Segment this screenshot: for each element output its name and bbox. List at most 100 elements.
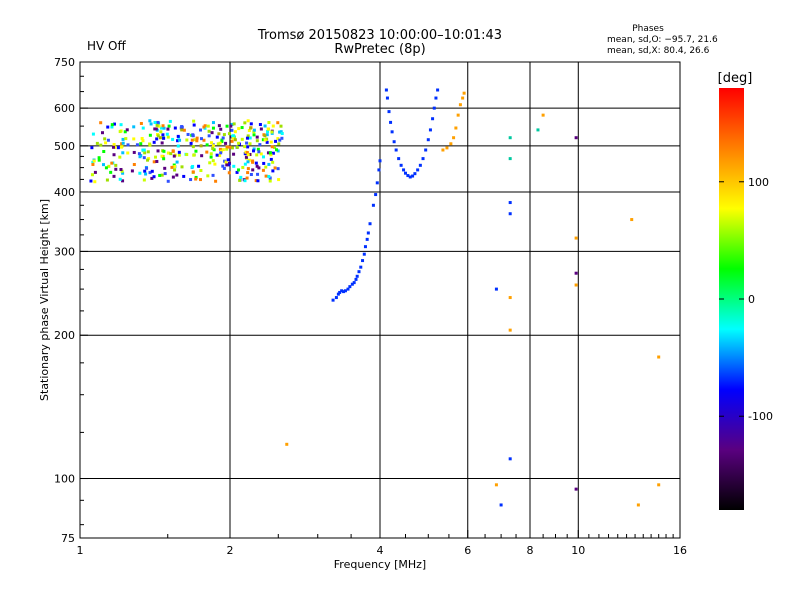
data-point: [245, 151, 249, 155]
data-point: [173, 126, 177, 130]
data-point: [123, 130, 127, 134]
y-tick-label: 750: [54, 56, 75, 69]
data-point: [269, 140, 273, 144]
data-point: [97, 158, 101, 162]
data-point: [180, 128, 184, 132]
data-point: [418, 163, 422, 167]
data-point: [359, 265, 363, 269]
data-point: [224, 160, 228, 164]
data-point: [232, 164, 236, 168]
data-point: [366, 231, 370, 235]
data-point: [215, 153, 219, 157]
data-point: [403, 171, 407, 175]
data-point: [162, 149, 166, 153]
data-point: [252, 147, 256, 151]
data-point: [149, 122, 153, 126]
data-point: [194, 177, 198, 181]
y-tick-label: 200: [54, 329, 75, 342]
data-point: [259, 127, 263, 131]
data-point: [111, 145, 115, 149]
data-point: [185, 153, 189, 157]
data-point: [365, 237, 369, 241]
x-tick-label: 10: [571, 544, 585, 557]
data-point: [199, 144, 203, 148]
data-point: [166, 179, 170, 183]
data-point: [267, 162, 271, 166]
data-point: [270, 145, 274, 149]
data-point: [452, 136, 456, 140]
data-point: [146, 158, 150, 162]
data-point: [237, 168, 241, 172]
data-point: [461, 96, 465, 100]
data-point: [248, 142, 252, 146]
data-point: [251, 160, 255, 164]
data-point: [189, 141, 193, 145]
data-point: [385, 96, 389, 100]
data-point: [219, 127, 223, 131]
data-point: [350, 282, 354, 286]
data-point: [346, 287, 350, 291]
data-point: [141, 126, 145, 130]
data-point: [230, 146, 234, 150]
data-point: [202, 138, 206, 142]
data-point: [207, 134, 211, 138]
data-point: [276, 137, 280, 141]
title-line2: RwPretec (8p): [334, 42, 425, 57]
data-point: [192, 123, 196, 127]
data-point: [126, 143, 130, 147]
data-point: [462, 91, 466, 95]
data-point: [166, 127, 170, 131]
data-point: [148, 119, 152, 123]
data-point: [107, 164, 111, 168]
data-point: [112, 143, 116, 147]
data-point: [227, 163, 231, 167]
data-point: [411, 174, 415, 178]
data-point: [280, 131, 284, 135]
data-point: [110, 161, 114, 165]
data-point: [191, 164, 195, 168]
data-point: [214, 179, 218, 183]
data-point: [331, 298, 335, 302]
data-point: [657, 355, 661, 359]
data-point: [147, 157, 151, 161]
data-point: [206, 124, 210, 128]
data-point: [148, 171, 152, 175]
data-point: [428, 128, 432, 132]
data-point: [243, 145, 247, 149]
data-point: [246, 119, 250, 123]
data-point: [146, 150, 150, 154]
data-point: [173, 165, 177, 169]
colorbar-tick-label: 0: [748, 293, 755, 306]
data-point: [363, 245, 367, 249]
data-point: [206, 174, 210, 178]
data-point: [168, 119, 172, 123]
data-point: [357, 270, 361, 274]
data-point: [276, 149, 280, 153]
data-point: [494, 483, 498, 487]
data-point: [232, 134, 236, 138]
data-point: [110, 123, 114, 127]
data-point: [245, 141, 249, 145]
data-point: [236, 141, 240, 145]
data-point: [143, 169, 147, 173]
data-point: [159, 126, 163, 130]
x-tick-label: 16: [673, 544, 687, 557]
data-point: [259, 152, 263, 156]
data-point: [104, 166, 108, 170]
data-point: [334, 296, 338, 300]
colorbar: [deg] 100 0 -100: [718, 71, 773, 510]
data-point: [92, 159, 96, 163]
data-point: [211, 126, 215, 130]
data-point: [211, 159, 215, 163]
phases-title: Phases: [632, 24, 664, 34]
data-point: [256, 172, 260, 176]
data-point: [102, 163, 106, 167]
data-point: [177, 153, 181, 157]
data-point: [269, 153, 273, 157]
y-tick-label: 300: [54, 245, 75, 258]
data-point: [171, 137, 175, 141]
data-point: [434, 96, 438, 100]
data-point: [155, 159, 159, 163]
data-point: [119, 145, 123, 149]
data-point: [574, 271, 578, 275]
